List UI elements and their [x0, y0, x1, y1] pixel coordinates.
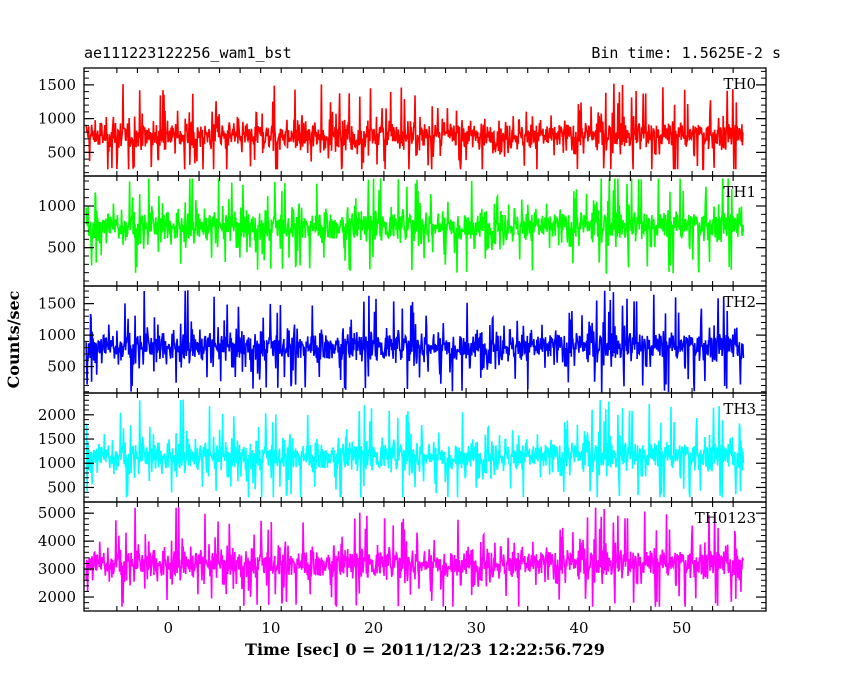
series-line-th1	[85, 178, 745, 274]
series-line-th0	[85, 83, 744, 171]
y-tick-label: 500	[47, 478, 76, 496]
x-tick-label: 40	[570, 619, 589, 637]
x-axis-label: Time [sec] 0 = 2011/12/23 12:22:56.729	[245, 640, 605, 659]
series-line-th3	[85, 399, 745, 498]
y-tick-label: 2000	[38, 406, 76, 424]
chart-title-right: Bin time: 1.5625E-2 s	[591, 44, 781, 62]
panel-label-th0: TH0	[723, 75, 756, 93]
y-axis-label: Counts/sec	[4, 290, 23, 388]
panel-label-th1: TH1	[723, 183, 756, 201]
y-tick-label: 1000	[38, 110, 76, 128]
series-line-th0123	[85, 507, 745, 607]
y-tick-label: 1500	[38, 430, 76, 448]
y-tick-label: 1500	[38, 295, 76, 313]
panel-label-th2: TH2	[723, 293, 756, 311]
y-tick-label: 1000	[38, 454, 76, 472]
y-tick-label: 500	[47, 358, 76, 376]
y-tick-label: 3000	[38, 560, 76, 578]
panel-label-th3: TH3	[723, 400, 756, 418]
x-tick-label: 0	[163, 619, 173, 637]
chart-title-left: ae111223122256_wam1_bst	[84, 44, 292, 62]
series-line-th2	[85, 290, 745, 393]
x-tick-label: 10	[261, 619, 280, 637]
y-tick-label: 5000	[38, 504, 76, 522]
y-tick-label: 1000	[38, 197, 76, 215]
y-tick-label: 1000	[38, 326, 76, 344]
panel-label-th0123: TH0123	[695, 509, 756, 527]
y-tick-label: 4000	[38, 532, 76, 550]
y-tick-label: 1500	[38, 76, 76, 94]
y-tick-label: 500	[47, 143, 76, 161]
x-tick-label: 20	[364, 619, 383, 637]
y-tick-label: 500	[47, 239, 76, 257]
x-tick-label: 30	[467, 619, 486, 637]
y-tick-label: 2000	[38, 588, 76, 606]
x-tick-label: 50	[672, 619, 691, 637]
